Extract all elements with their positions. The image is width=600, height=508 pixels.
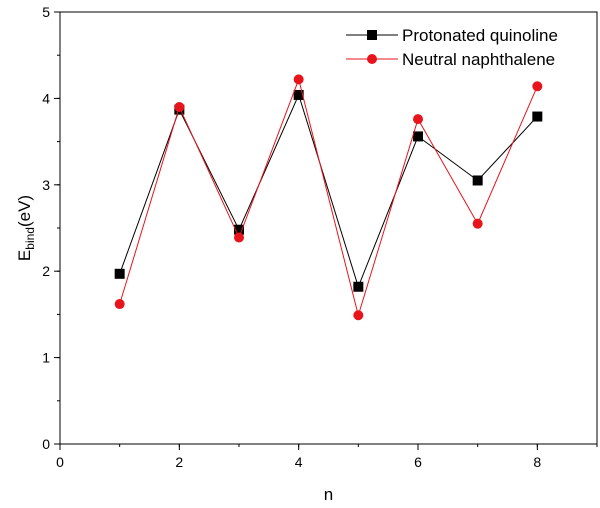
legend: Protonated quinoline Neutral naphthalene <box>346 26 558 69</box>
legend-marker <box>367 54 377 64</box>
data-point <box>234 232 244 243</box>
data-point <box>234 224 244 235</box>
data-point <box>114 299 125 310</box>
y-axis-title-main: E <box>15 250 34 261</box>
series-layer <box>114 74 543 321</box>
series-line <box>119 77 538 318</box>
data-point <box>413 131 423 142</box>
y-axis-title: Ebind(eV) <box>15 195 37 261</box>
data-point <box>532 111 543 122</box>
y-axis-title-subscript: bind <box>23 227 37 250</box>
data-point <box>293 89 304 100</box>
data-point <box>353 310 364 321</box>
series-2 <box>114 74 543 321</box>
data-point <box>353 281 364 292</box>
data-point <box>472 218 483 229</box>
y-tick-label: 4 <box>42 90 50 106</box>
x-axis-title: n <box>324 485 333 504</box>
y-tick-label: 5 <box>42 4 50 20</box>
series-line <box>119 93 538 289</box>
legend-label: Protonated quinoline <box>402 26 558 45</box>
data-point <box>532 81 543 92</box>
data-point <box>293 74 304 85</box>
x-tick-label: 4 <box>295 454 303 470</box>
axes: 0 2 4 6 8 0 1 2 3 4 5 <box>42 4 598 470</box>
data-point <box>413 114 423 125</box>
legend-marker <box>367 30 377 40</box>
y-tick-label: 0 <box>42 436 50 452</box>
plot-frame <box>59 11 598 445</box>
series-1 <box>114 89 543 292</box>
x-tick-label: 0 <box>56 454 64 470</box>
data-point <box>114 268 125 279</box>
y-tick-label: 1 <box>42 350 50 366</box>
x-tick-label: 2 <box>175 454 183 470</box>
legend-item: Protonated quinoline <box>346 26 558 45</box>
y-tick-label: 3 <box>42 177 50 193</box>
data-point <box>472 175 483 186</box>
x-tick-label: 8 <box>533 454 541 470</box>
data-point <box>174 102 185 113</box>
legend-label: Neutral naphthalene <box>402 50 555 69</box>
x-tick-label: 6 <box>414 454 422 470</box>
y-axis-title-unit: (eV) <box>15 195 34 227</box>
y-tick-label: 2 <box>42 263 50 279</box>
legend-item: Neutral naphthalene <box>346 50 555 69</box>
